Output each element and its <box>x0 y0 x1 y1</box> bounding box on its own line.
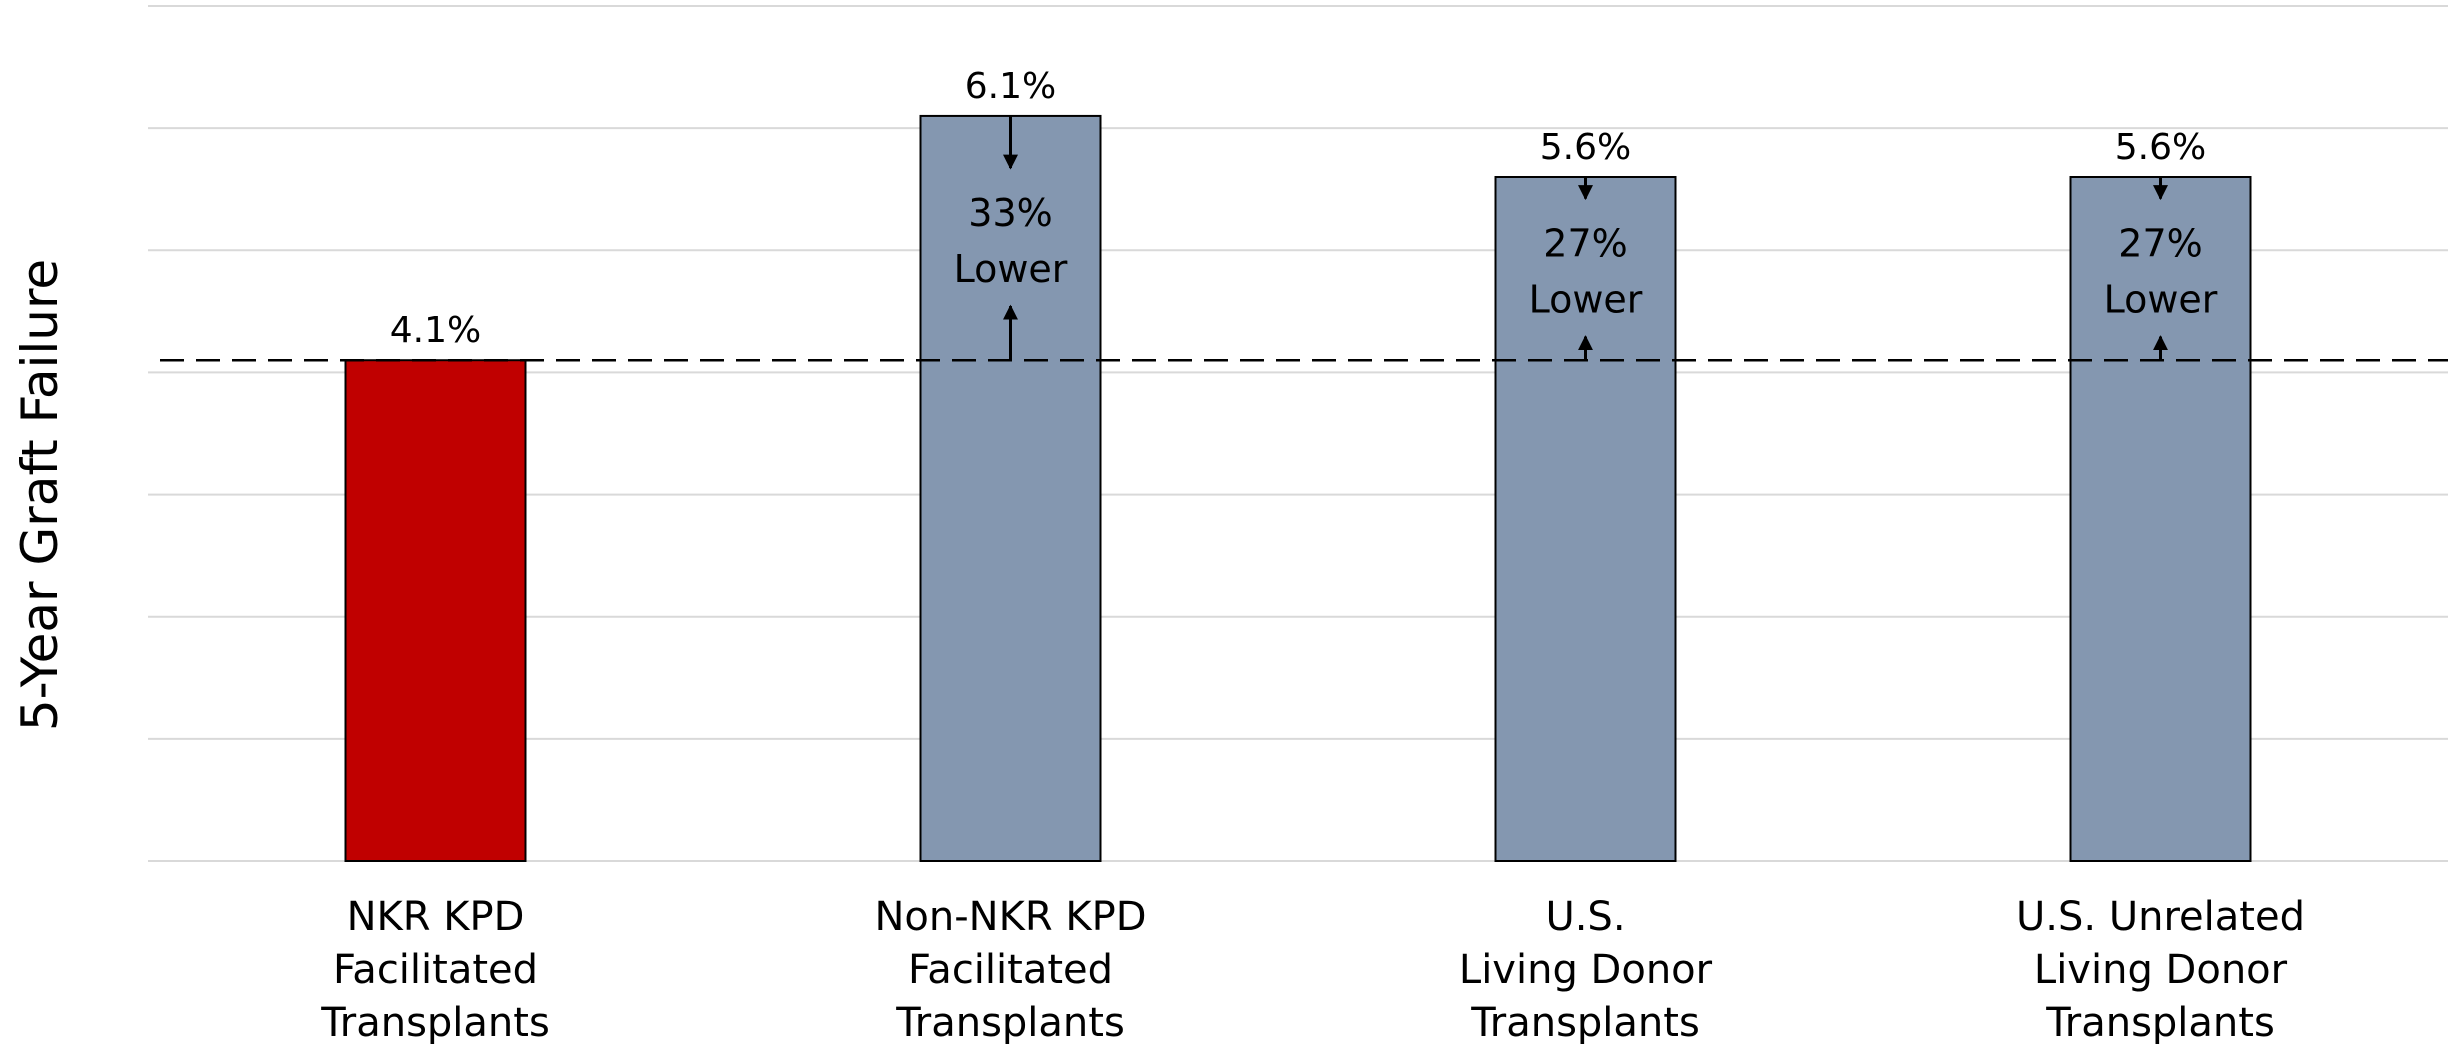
x-tick-label: U.S. <box>1545 894 1625 940</box>
x-tick-label: Facilitated <box>333 947 538 993</box>
bar <box>919 114 1102 862</box>
x-tick-label: Transplants <box>895 1000 1125 1044</box>
x-tick-label: Living Donor <box>1459 947 1713 993</box>
bar <box>1494 176 1677 862</box>
annotation-percent: 27% <box>1543 222 1627 266</box>
annotation-lower: Lower <box>1529 278 1643 322</box>
annotation-lower: Lower <box>954 247 1068 291</box>
bar <box>344 359 527 862</box>
annotation-percent: 27% <box>2118 222 2202 266</box>
x-tick-label: Transplants <box>320 1000 550 1044</box>
x-tick-label: Non-NKR KPD <box>875 894 1147 940</box>
annotation-percent: 33% <box>968 191 1052 235</box>
annotation-lower: Lower <box>2104 278 2218 322</box>
y-axis-label: 5-Year Graft Failure <box>11 258 69 732</box>
x-tick-label: Transplants <box>1470 1000 1700 1044</box>
data-label: 5.6% <box>2115 127 2206 168</box>
x-tick-label: NKR KPD <box>347 894 525 940</box>
x-tick-label: Transplants <box>2045 1000 2275 1044</box>
x-tick-label: Facilitated <box>908 947 1113 993</box>
data-label: 5.6% <box>1540 127 1631 168</box>
data-label: 6.1% <box>965 66 1056 107</box>
data-label: 4.1% <box>390 310 481 351</box>
x-tick-label: U.S. Unrelated <box>2016 894 2305 940</box>
x-tick-label: Living Donor <box>2034 947 2288 993</box>
